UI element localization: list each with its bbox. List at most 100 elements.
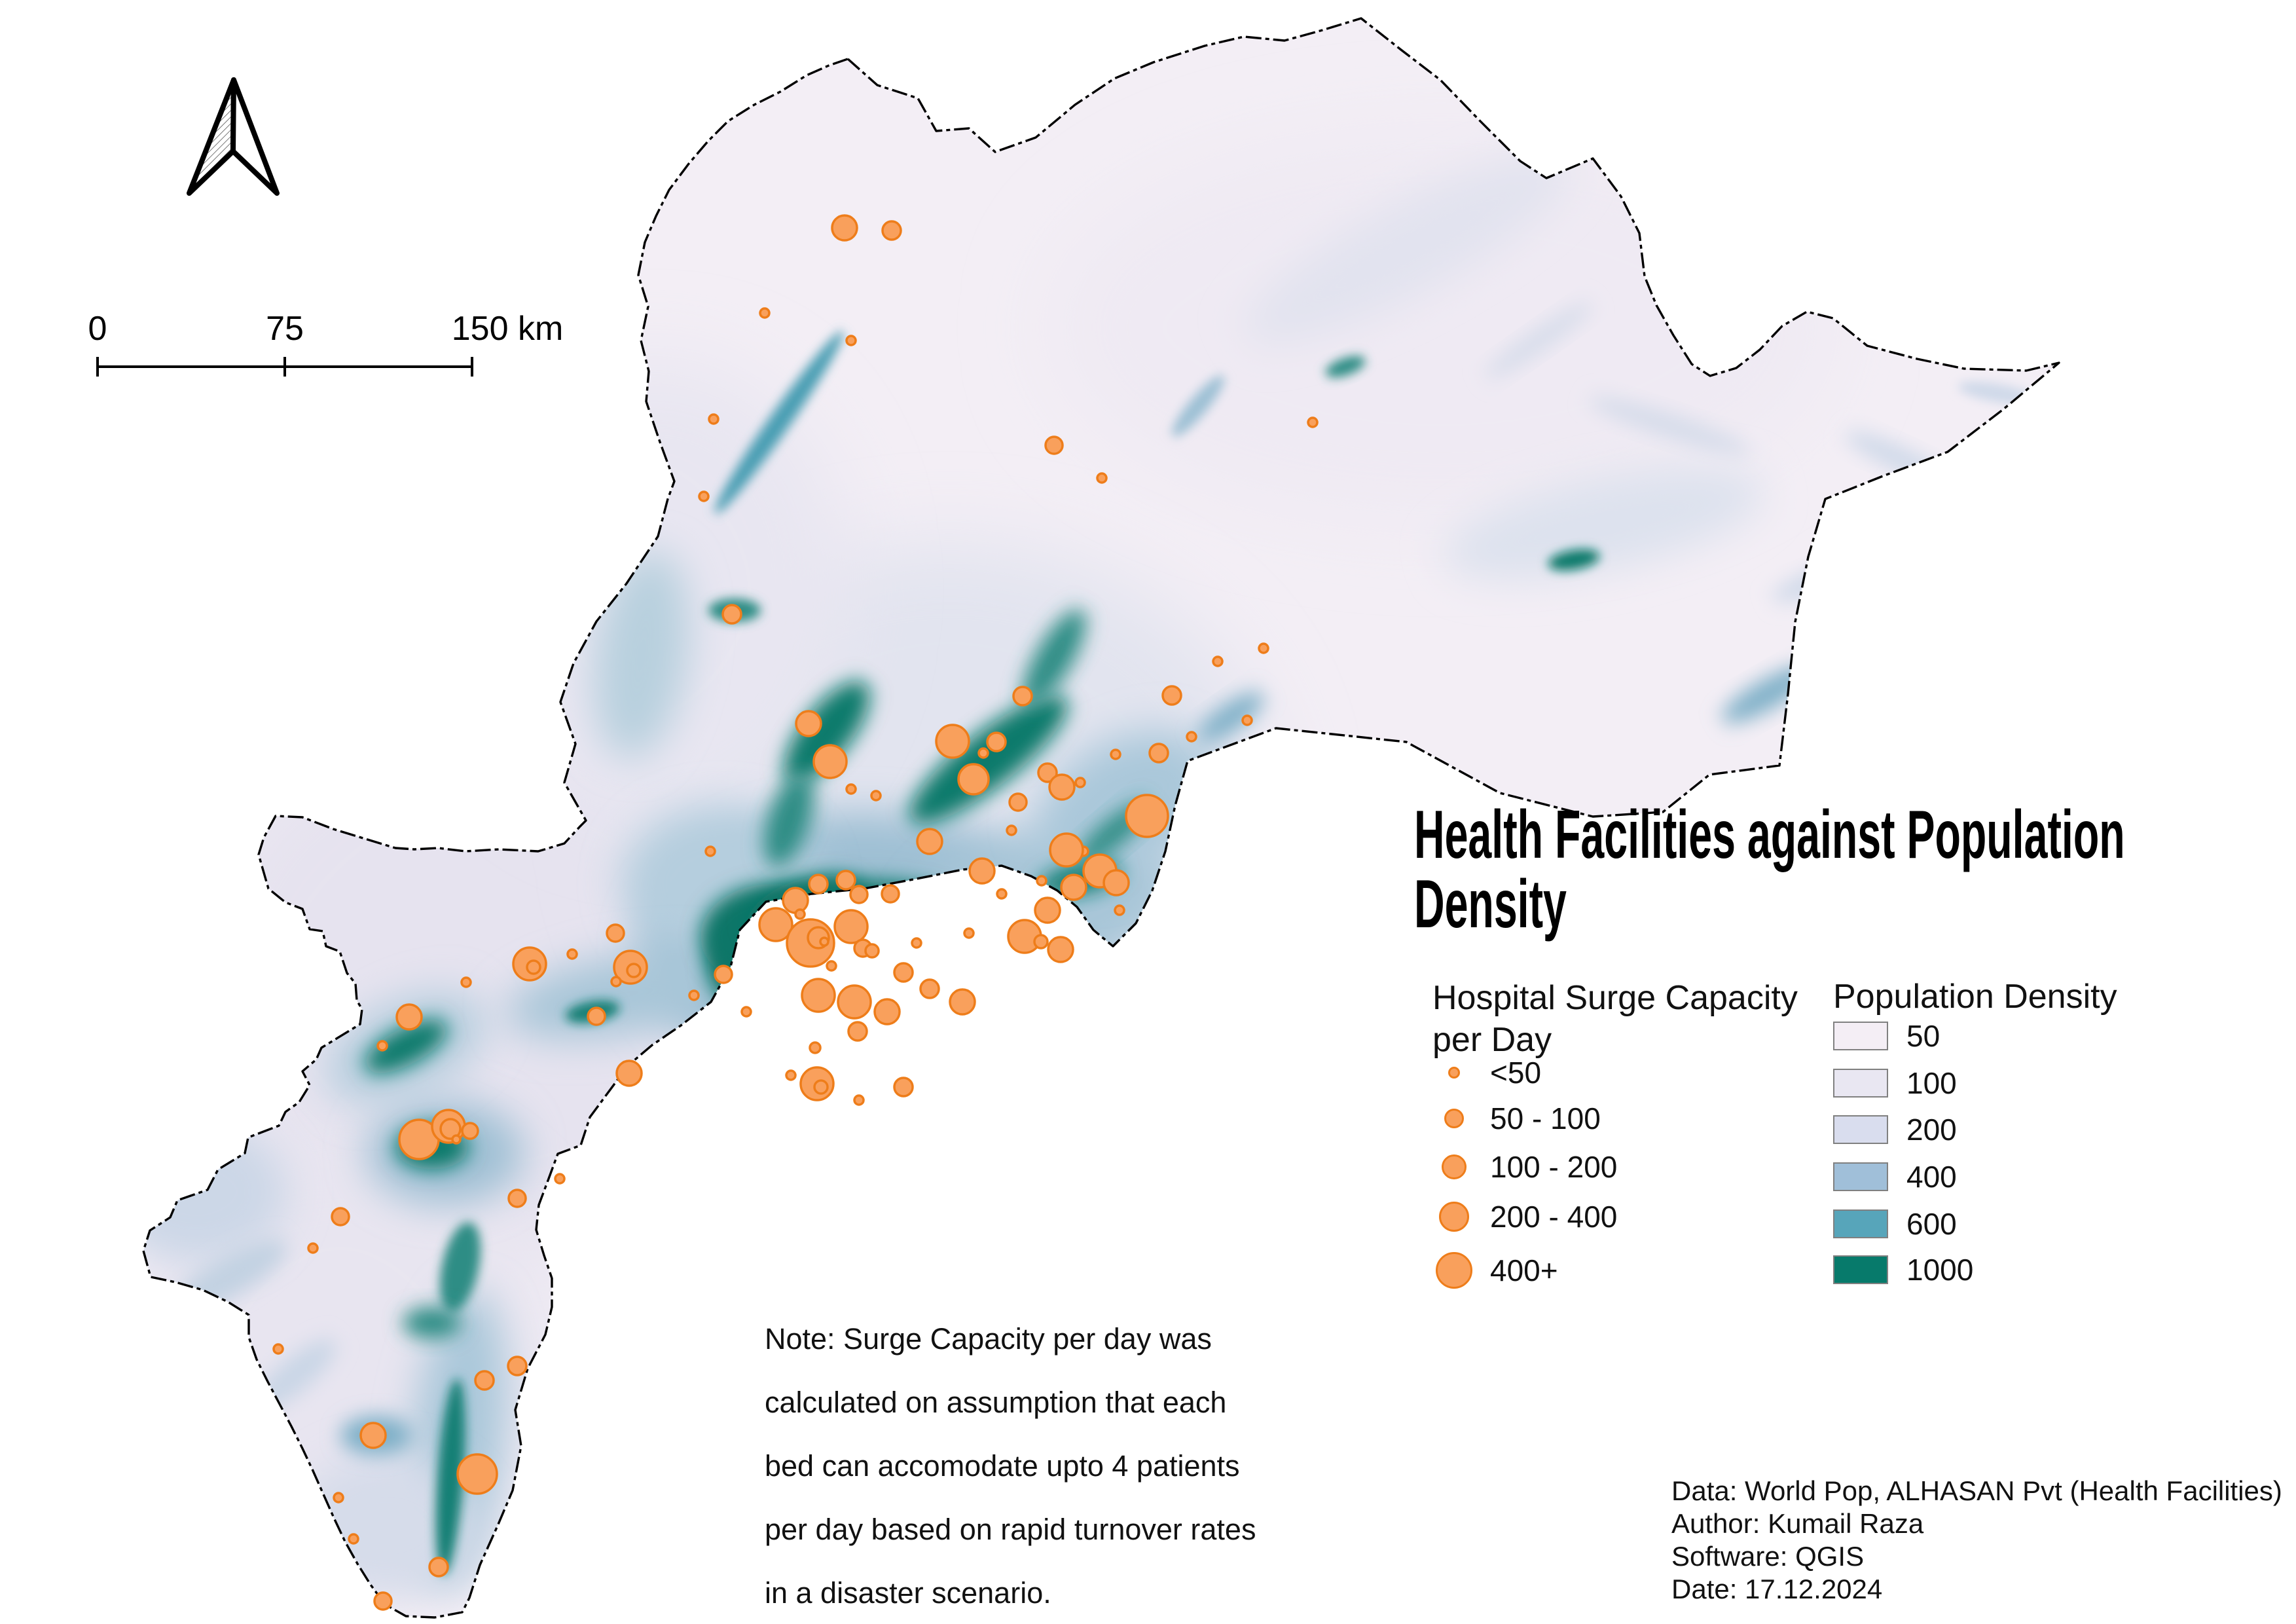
facility-circle <box>864 943 880 959</box>
density-legend-row: 200 <box>1833 1112 1957 1147</box>
facility-circle <box>826 960 837 972</box>
note-line: bed can accomodate upto 4 patients <box>765 1449 1240 1483</box>
facility-circle <box>507 1356 528 1376</box>
surge-legend-row: <50 <box>1418 1048 1541 1098</box>
facility-circle <box>1044 435 1064 455</box>
facility-circle <box>809 1041 822 1054</box>
facility-circle <box>853 1094 865 1106</box>
scale-label-150: 150 km <box>451 310 564 348</box>
facility-circle <box>813 1079 829 1095</box>
density-legend-label: 100 <box>1906 1066 1957 1100</box>
facility-circle <box>460 976 472 988</box>
surge-legend-circle-icon <box>1418 1252 1490 1289</box>
facility-circle <box>1148 743 1169 764</box>
facility-circle <box>1006 824 1017 836</box>
surge-legend-circle <box>1444 1109 1464 1128</box>
scale-label-0: 0 <box>88 310 107 348</box>
facility-circle <box>698 490 710 502</box>
facility-circle <box>1096 472 1108 484</box>
facility-circle <box>395 1003 423 1031</box>
facility-circle <box>1008 792 1028 812</box>
facility-circle <box>881 220 902 241</box>
credit-line-author: Author: Kumail Raza <box>1671 1508 1924 1539</box>
density-legend-row: 50 <box>1833 1018 1940 1054</box>
facility-circle <box>1049 832 1084 868</box>
facility-circle <box>845 335 857 346</box>
surge-legend-title: Hospital Surge Capacity per Day <box>1432 977 1798 1061</box>
facility-circle <box>1012 686 1033 707</box>
facility-circle <box>688 989 700 1001</box>
facility-circle <box>1241 714 1253 726</box>
province-boundary <box>142 17 2060 1619</box>
facility-circle <box>359 1422 387 1449</box>
facility-circle <box>714 965 733 984</box>
map-title: Health Facilities against Population Den… <box>1414 800 2125 939</box>
facility-circle <box>819 936 829 947</box>
density-legend-swatch <box>1833 1162 1888 1191</box>
facility-circle <box>1258 642 1269 654</box>
facility-circle <box>373 1591 393 1611</box>
facility-circle <box>758 907 793 942</box>
facility-circle <box>1074 777 1086 788</box>
facility-circle <box>893 1077 914 1098</box>
facility-circle <box>794 908 806 920</box>
scale-label-75: 75 <box>266 310 304 348</box>
facility-circle <box>847 1021 868 1042</box>
surge-legend-circle-icon <box>1418 1067 1490 1079</box>
note-line: in a disaster scenario. <box>765 1576 1051 1610</box>
facility-circle <box>812 744 848 779</box>
facility-circle <box>1033 934 1049 950</box>
density-legend-label: 600 <box>1906 1207 1957 1241</box>
facility-circle <box>439 1118 462 1140</box>
facility-circle <box>873 998 901 1025</box>
density-legend-label: 400 <box>1906 1160 1957 1194</box>
facility-circle <box>331 1207 350 1227</box>
facility-circle <box>307 1242 319 1254</box>
surge-legend-label: 400+ <box>1490 1253 1558 1287</box>
facility-circle <box>870 790 882 802</box>
facility-circle <box>849 885 869 904</box>
surge-legend-circle <box>1442 1154 1467 1179</box>
facility-circle <box>1102 869 1130 896</box>
facility-circle <box>785 1069 797 1081</box>
facility-circle <box>708 413 720 425</box>
facility-circle <box>606 923 625 943</box>
facility-circle <box>456 1453 498 1495</box>
facility-circle <box>1125 794 1169 838</box>
facility-circle <box>1060 874 1087 901</box>
scale-bar-tick <box>471 357 473 377</box>
facility-circle <box>740 1006 752 1018</box>
facility-circle <box>1036 875 1048 887</box>
scale-bar-tick <box>96 357 99 377</box>
surge-legend-circle <box>1448 1067 1460 1079</box>
surge-legend-circle <box>1439 1202 1469 1232</box>
facility-circle <box>795 710 822 737</box>
density-legend-row: 100 <box>1833 1065 1957 1101</box>
facility-circle <box>704 845 716 857</box>
facility-circle <box>610 976 622 987</box>
surge-legend-circle <box>1436 1252 1472 1289</box>
facility-circle <box>845 783 857 795</box>
facility-circle <box>835 870 856 891</box>
surge-legend-row: 200 - 400 <box>1418 1192 1617 1242</box>
facility-circle <box>721 604 742 625</box>
facility-circle <box>1186 731 1197 743</box>
density-legend-label: 50 <box>1906 1019 1941 1053</box>
facility-circle <box>1037 762 1058 783</box>
note-text: Note: Surge Capacity per day was calcula… <box>765 1307 1256 1624</box>
facility-circle <box>1047 936 1074 963</box>
facility-circle <box>957 763 990 796</box>
facility-circle <box>554 1173 566 1185</box>
density-legend-swatch <box>1833 1022 1888 1050</box>
facility-circle <box>837 984 872 1020</box>
facility-circles-layer <box>272 214 1319 1611</box>
facility-circle <box>996 888 1008 900</box>
facility-circle <box>348 1533 359 1545</box>
facility-circle <box>911 937 922 949</box>
facility-circle <box>831 214 858 242</box>
density-legend-swatch <box>1833 1115 1888 1144</box>
facility-circle <box>507 1189 527 1208</box>
north-arrow-icon <box>187 77 280 196</box>
facility-circle <box>881 884 900 904</box>
